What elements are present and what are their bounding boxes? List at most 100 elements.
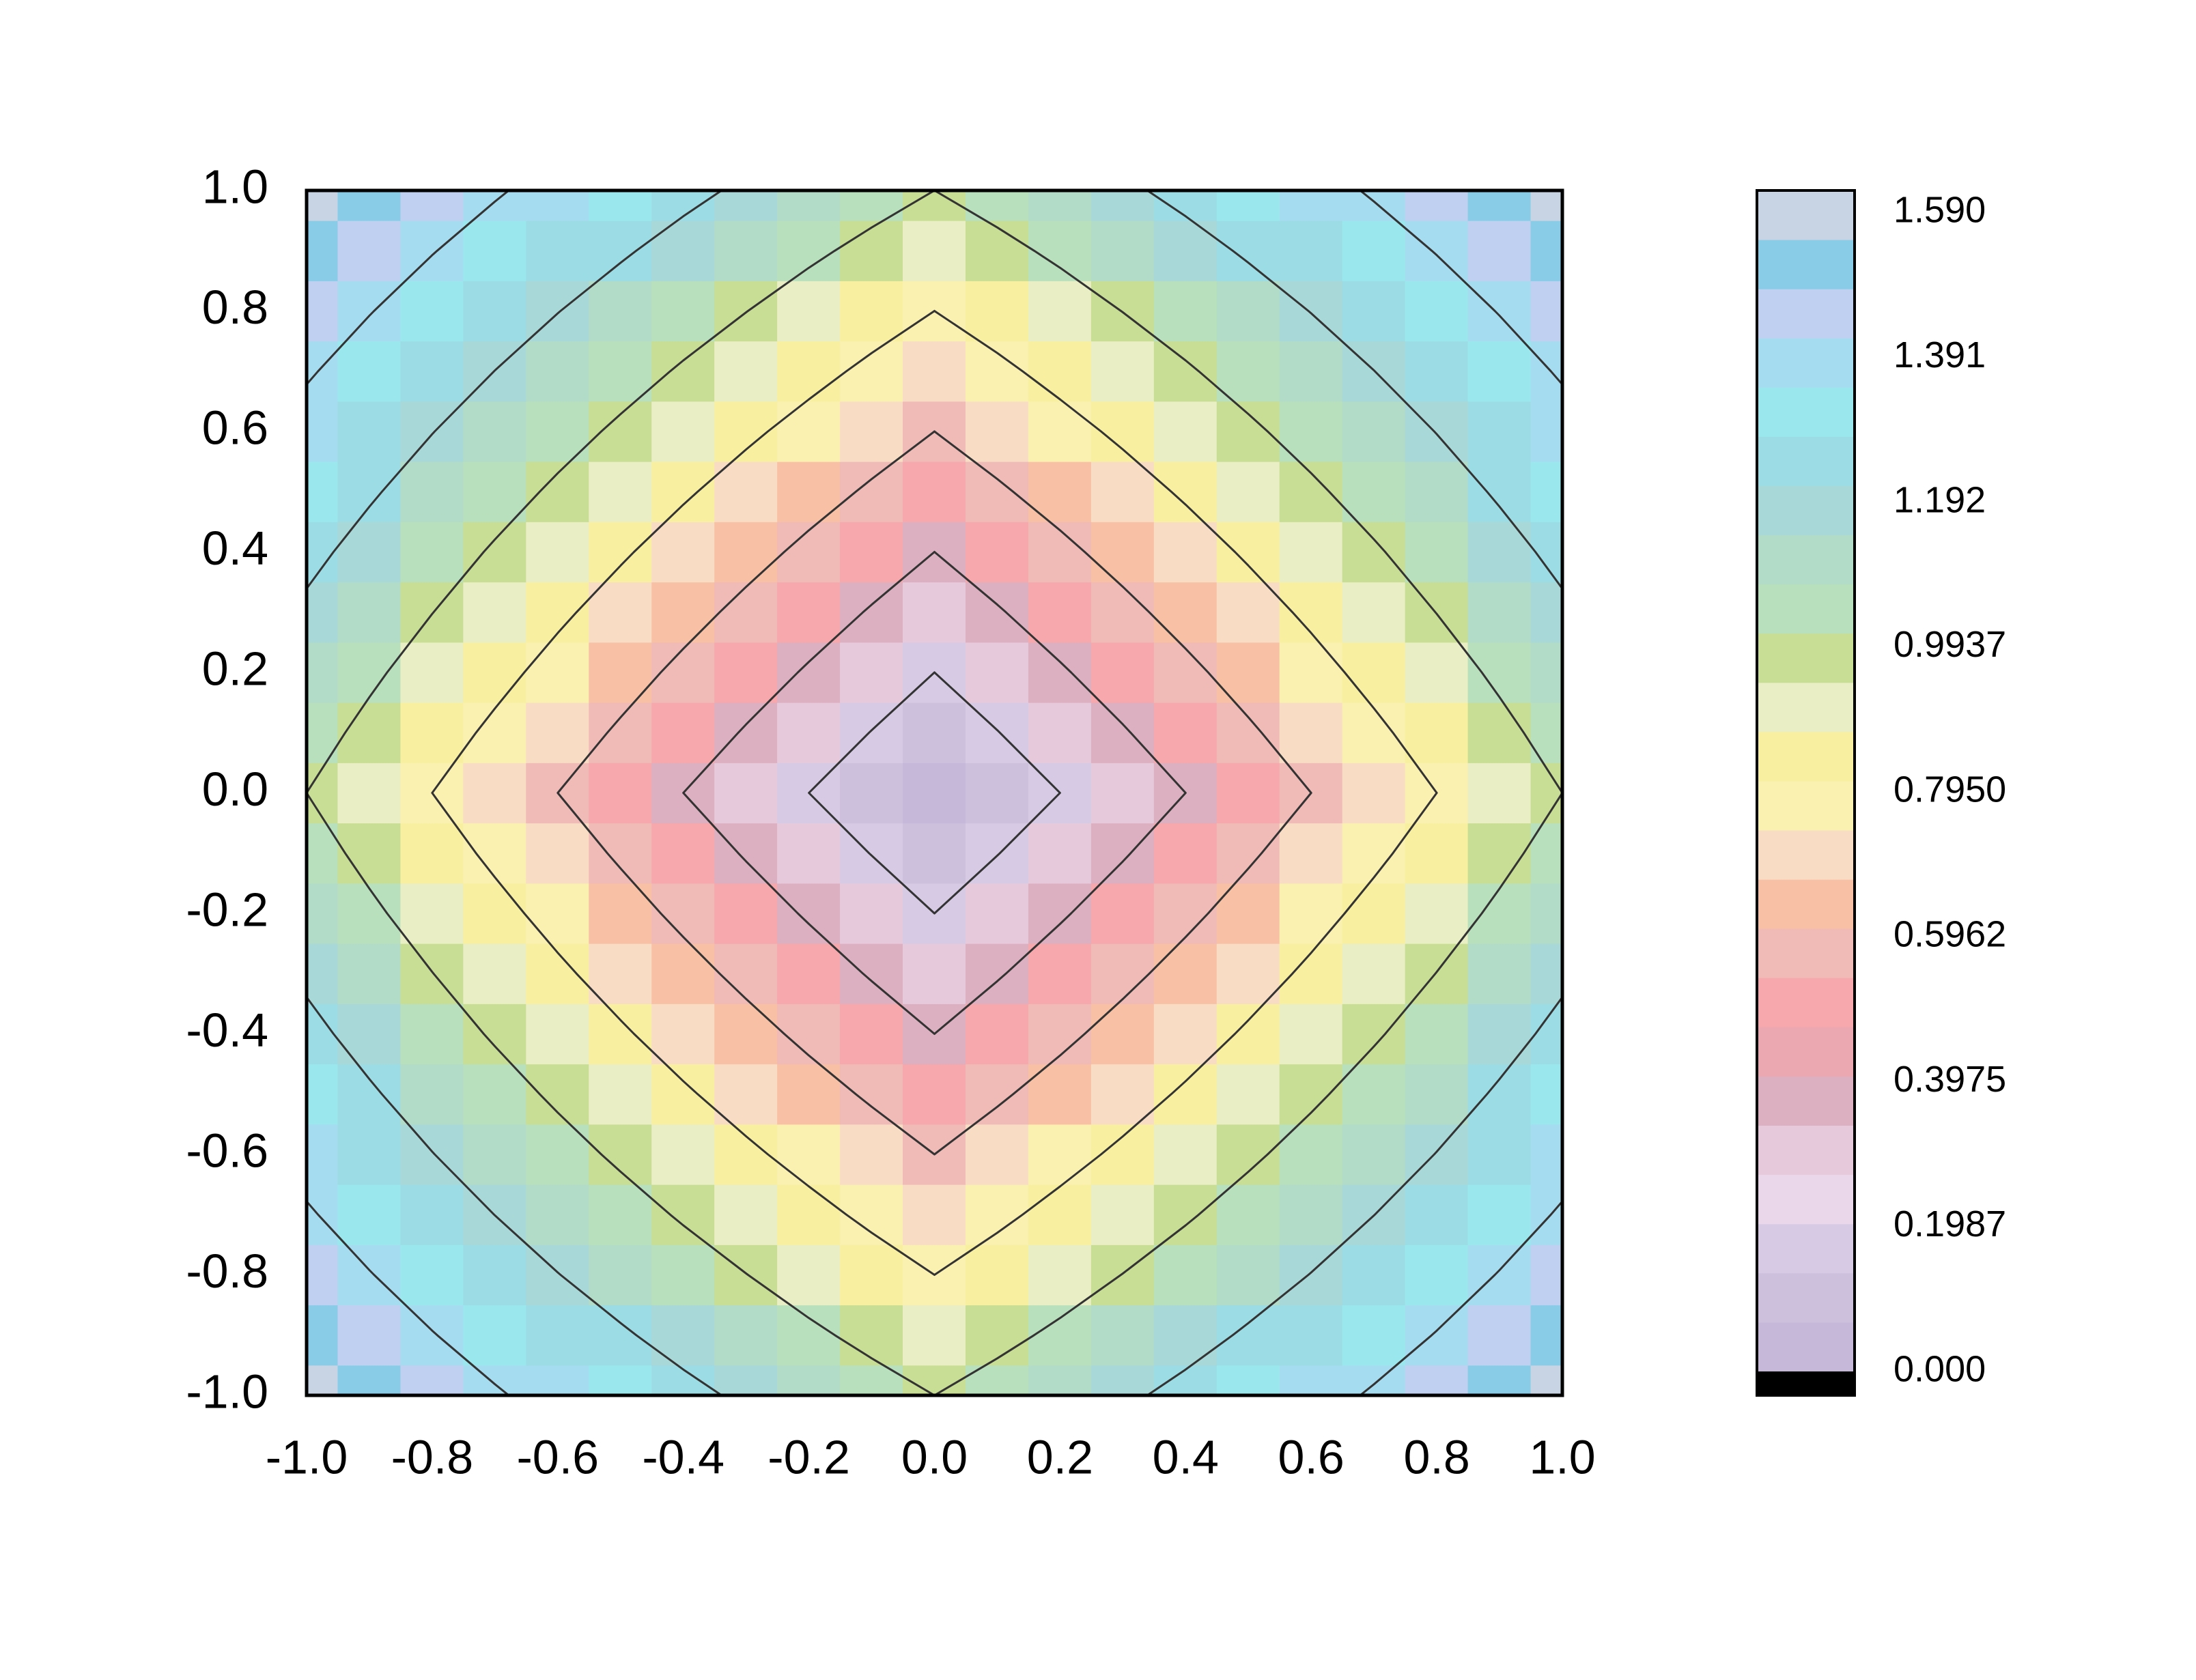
contour-cell xyxy=(307,461,339,522)
contour-cell xyxy=(714,883,778,944)
contour-cell xyxy=(307,702,339,763)
contour-cell xyxy=(903,762,966,824)
contour-cell xyxy=(1028,1244,1092,1306)
contour-cell xyxy=(1028,943,1092,1004)
contour-cell xyxy=(1530,642,1562,703)
colorbar-band xyxy=(1757,1125,1855,1176)
contour-cell xyxy=(1467,461,1532,522)
contour-cell xyxy=(903,823,966,884)
contour-cell xyxy=(589,220,653,281)
contour-cell xyxy=(965,220,1029,281)
contour-cell xyxy=(1467,1124,1532,1185)
contour-cell xyxy=(777,1184,841,1245)
contour-cell xyxy=(1028,401,1092,462)
contour-cell xyxy=(1530,943,1562,1004)
colorbar-band xyxy=(1757,1223,1855,1274)
contour-cell xyxy=(1467,702,1532,763)
contour-cell xyxy=(903,943,966,1004)
contour-cell xyxy=(463,1305,527,1366)
contour-cell xyxy=(589,1124,653,1185)
contour-cell xyxy=(777,220,841,281)
contour-cell xyxy=(1405,883,1469,944)
contour-cell xyxy=(651,461,716,522)
contour-cell xyxy=(526,1184,590,1245)
x-tick-label: 0.6 xyxy=(1278,1430,1345,1483)
contour-cell xyxy=(400,943,464,1004)
contour-cell xyxy=(1467,883,1532,944)
contour-cell xyxy=(463,762,527,824)
contour-cell xyxy=(463,702,527,763)
contour-cell xyxy=(1028,883,1092,944)
contour-cell xyxy=(714,521,778,583)
contour-cell xyxy=(1090,883,1155,944)
contour-cell xyxy=(714,1184,778,1245)
contour-cell xyxy=(1342,642,1406,703)
colorbar-band xyxy=(1757,829,1855,880)
contour-cell xyxy=(1153,943,1217,1004)
contour-cell xyxy=(777,1244,841,1306)
contour-cell xyxy=(589,461,653,522)
contour-cell xyxy=(1467,1064,1532,1125)
contour-cell xyxy=(777,582,841,643)
contour-cell xyxy=(965,883,1029,944)
contour-cell xyxy=(400,642,464,703)
contour-cell xyxy=(714,461,778,522)
contour-cell xyxy=(526,1003,590,1065)
colorbar-band xyxy=(1757,879,1855,929)
colorbar-band xyxy=(1757,436,1855,486)
contour-cell xyxy=(714,642,778,703)
contour-cell xyxy=(1090,702,1155,763)
colorbar-band xyxy=(1757,1026,1855,1077)
contour-cell xyxy=(1028,280,1092,342)
contour-cell xyxy=(840,1003,904,1065)
contour-line xyxy=(307,190,1562,1395)
contour-cell xyxy=(463,461,527,522)
contour-cell xyxy=(1467,1003,1532,1065)
colorbar-band xyxy=(1757,633,1855,683)
contour-cell xyxy=(840,702,904,763)
contour-cell xyxy=(1153,341,1217,402)
contour-cell xyxy=(1216,1244,1280,1306)
y-tick-label: 0.4 xyxy=(202,522,268,575)
contour-cell xyxy=(1216,762,1280,824)
contour-cell xyxy=(1530,190,1562,221)
x-tick-label: -0.2 xyxy=(768,1430,850,1483)
colorbar-band xyxy=(1757,535,1855,585)
contour-cell xyxy=(1342,702,1406,763)
contour-cell xyxy=(1153,702,1217,763)
x-tick-label: -0.6 xyxy=(516,1430,599,1483)
contour-cell xyxy=(714,943,778,1004)
y-tick-label: -0.8 xyxy=(186,1244,268,1298)
contour-cell xyxy=(307,220,339,281)
contour-cell xyxy=(903,1365,966,1395)
contour-cell xyxy=(337,1124,402,1185)
contour-lines xyxy=(307,190,1562,1395)
contour-cell xyxy=(337,1184,402,1245)
contour-cell xyxy=(526,823,590,884)
contour-cell xyxy=(1342,401,1406,462)
y-tick-label: 0.8 xyxy=(202,281,268,334)
contour-cell xyxy=(1090,461,1155,522)
contour-cell xyxy=(526,1305,590,1366)
contour-cell xyxy=(337,1305,402,1366)
contour-cell xyxy=(777,1365,841,1395)
contour-cell xyxy=(589,1064,653,1125)
contour-cell xyxy=(1216,1064,1280,1125)
contour-cell xyxy=(307,190,339,221)
contour-cell xyxy=(651,943,716,1004)
contour-cell xyxy=(965,582,1029,643)
contour-cell xyxy=(1279,1305,1343,1366)
contour-cell xyxy=(965,521,1029,583)
contour-cell xyxy=(400,1244,464,1306)
contour-cell xyxy=(1216,1003,1280,1065)
contour-cell xyxy=(589,582,653,643)
contour-cell xyxy=(1530,1124,1562,1185)
contour-cell xyxy=(965,943,1029,1004)
colorbar-tick-label: 0.1987 xyxy=(1894,1204,2006,1244)
contour-cell xyxy=(1342,220,1406,281)
contour-cell xyxy=(1405,280,1469,342)
contour-cell xyxy=(651,1003,716,1065)
contour-cell xyxy=(1216,461,1280,522)
contour-cell xyxy=(651,341,716,402)
contour-cell xyxy=(651,1064,716,1125)
